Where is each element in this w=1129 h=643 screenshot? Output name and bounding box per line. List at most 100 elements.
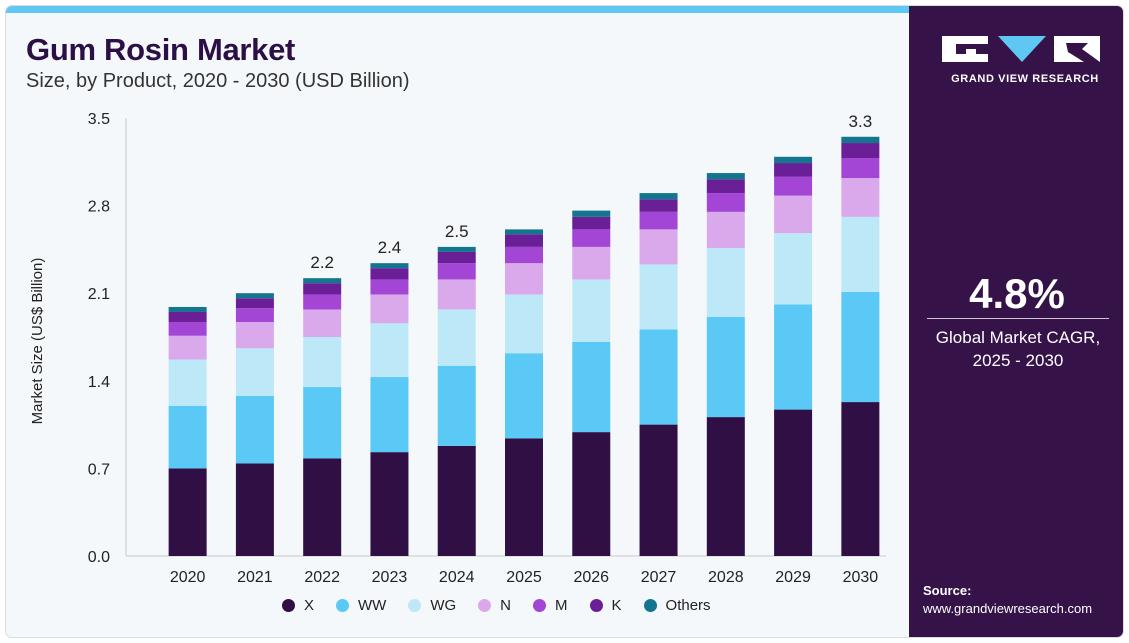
bar-ww-2029 [774, 304, 813, 410]
x-tick-label: 2022 [304, 569, 340, 586]
bar-n-2025 [505, 263, 543, 295]
cagr-value: 4.8% [969, 270, 1065, 317]
bar-k-2020 [168, 311, 207, 322]
bar-x-2021 [235, 463, 274, 556]
bar-others-2027 [639, 193, 678, 200]
bar-others-2024 [437, 246, 476, 252]
bar-x-2029 [774, 409, 813, 556]
bar-k-2028 [706, 179, 745, 194]
legend-label-others: Others [665, 597, 711, 614]
bar-m-2022 [303, 294, 342, 310]
x-tick-label: 2027 [641, 569, 677, 586]
bar-wg-2027 [639, 264, 678, 330]
bar-k-2026 [572, 216, 611, 230]
bar-x-2030 [841, 402, 880, 556]
bar-wg-2020 [168, 359, 207, 406]
stacked-bar-chart: 0.0 0.7 1.4 2.1 2.8 3.5 Market Size (US$ Billi… [29, 111, 886, 586]
x-tick-label: 2020 [170, 569, 206, 586]
legend-item-wg: WG [408, 597, 456, 614]
legend-swatch-ww [336, 599, 350, 612]
accent-bar [6, 6, 909, 13]
bar-others-2030 [841, 136, 880, 144]
cagr-label-line2: 2025 - 2030 [972, 351, 1064, 370]
bar-wg-2030 [841, 216, 880, 292]
grand-view-research-logo [942, 36, 1100, 62]
legend-item-others: Others [643, 597, 711, 614]
bar-wg-2029 [774, 233, 813, 305]
bar-n-2026 [572, 246, 611, 280]
bar-others-2023 [370, 263, 409, 269]
bar-x-2022 [303, 458, 342, 556]
bar-wg-2028 [706, 248, 745, 317]
legend-item-x: X [282, 597, 314, 614]
x-tick-label: 2025 [506, 569, 542, 586]
y-axis-title: Market Size (US$ Billion) [29, 258, 46, 425]
bar-ww-2024 [437, 365, 476, 446]
bar-m-2028 [706, 193, 745, 212]
legend-label-k: K [611, 597, 622, 614]
source-link[interactable]: www.grandviewresearch.com [923, 601, 1093, 616]
bar-wg-2025 [505, 294, 543, 354]
legend-swatch-wg [408, 599, 422, 612]
legend-item-m: M [533, 597, 568, 614]
bar-n-2024 [437, 279, 476, 310]
legend-swatch-others [643, 599, 657, 612]
bar-x-2024 [437, 445, 476, 556]
bar-x-2023 [370, 452, 409, 556]
chart-subtitle: Size, by Product, 2020 - 2030 (USD Billi… [26, 70, 410, 92]
legend-swatch-x [282, 599, 295, 612]
bar-k-2023 [370, 268, 409, 280]
bar-n-2020 [168, 335, 207, 360]
bar-ww-2027 [639, 329, 678, 425]
bar-others-2025 [505, 229, 543, 235]
bar-k-2024 [437, 251, 476, 264]
data-label: 2.4 [378, 238, 402, 257]
bar-ww-2023 [370, 377, 409, 453]
bar-wg-2022 [303, 337, 342, 388]
bar-m-2027 [639, 211, 678, 230]
x-tick-label: 2026 [573, 569, 609, 586]
bar-others-2028 [706, 173, 745, 180]
x-tick-label: 2024 [439, 569, 475, 586]
x-tick-label: 2028 [708, 569, 744, 586]
bar-wg-2021 [235, 348, 274, 396]
bar-others-2029 [774, 156, 813, 164]
legend-label-ww: WW [358, 597, 387, 614]
chart-title: Gum Rosin Market [26, 32, 296, 67]
legend-item-ww: WW [336, 597, 386, 614]
bar-ww-2021 [235, 395, 274, 464]
bar-n-2027 [639, 229, 678, 265]
y-tick-label: 0.7 [88, 461, 110, 478]
bar-ww-2025 [505, 353, 543, 439]
legend-swatch-k [589, 599, 603, 612]
y-tick-label: 0.0 [88, 549, 110, 566]
cagr-label-line1: Global Market CAGR, [935, 328, 1101, 347]
bar-m-2025 [505, 246, 543, 264]
bar-m-2024 [437, 263, 476, 280]
bar-wg-2026 [572, 279, 611, 343]
bar-x-2027 [639, 424, 678, 556]
legend-label-n: N [500, 597, 512, 614]
x-tick-label: 2030 [843, 569, 879, 586]
y-tick-label: 3.5 [88, 111, 110, 128]
bar-k-2030 [841, 143, 880, 159]
bar-ww-2020 [168, 405, 207, 469]
bar-others-2022 [303, 278, 342, 284]
bar-x-2020 [168, 468, 207, 556]
cagr-label: Global Market CAGR, 2025 - 2030 [919, 326, 1117, 372]
bar-ww-2028 [706, 316, 745, 418]
y-tick-label: 2.8 [88, 199, 110, 216]
bar-ww-2026 [572, 342, 611, 433]
bar-wg-2023 [370, 323, 409, 378]
bar-m-2023 [370, 279, 409, 295]
y-tick-label: 2.1 [88, 286, 110, 303]
bar-x-2025 [505, 438, 543, 556]
bar-ww-2030 [841, 291, 880, 403]
bar-n-2023 [370, 294, 409, 324]
bar-wg-2024 [437, 309, 476, 366]
x-tick-label: 2021 [237, 569, 273, 586]
bar-m-2030 [841, 158, 880, 179]
bar-ww-2022 [303, 387, 342, 459]
data-label: 2.5 [445, 222, 469, 241]
bar-k-2022 [303, 283, 342, 295]
